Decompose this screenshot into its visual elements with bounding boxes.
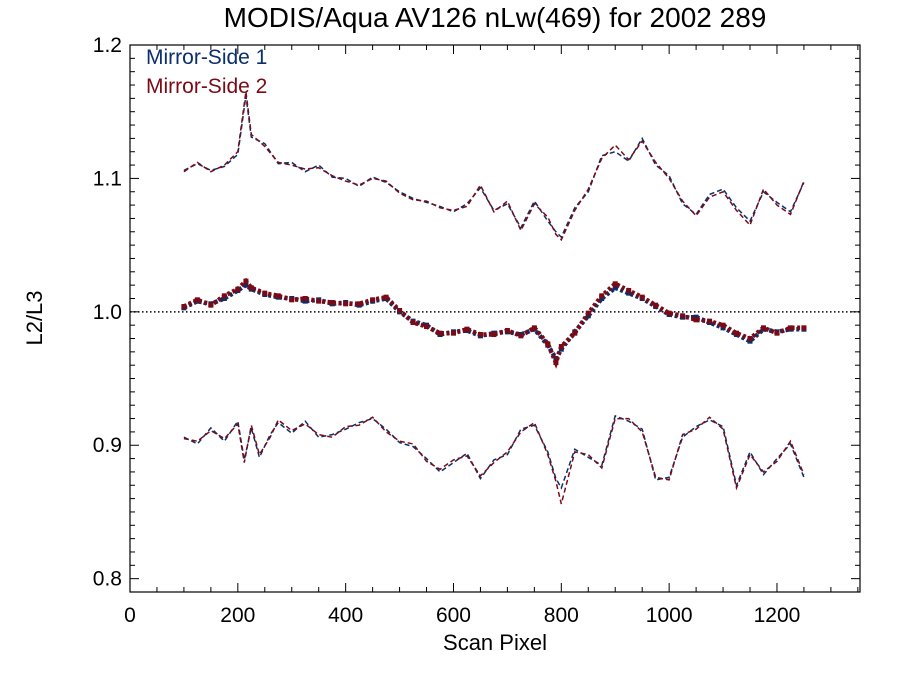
data-point-mirror-side-2 bbox=[774, 330, 780, 336]
data-point-mirror-side-2 bbox=[208, 302, 214, 308]
lower-envelope-mirror-side-2 bbox=[183, 416, 805, 505]
data-point-mirror-side-2 bbox=[464, 326, 470, 332]
y-tick-label: 0.8 bbox=[93, 568, 122, 591]
data-point-mirror-side-2 bbox=[289, 297, 295, 303]
data-point-mirror-side-2 bbox=[329, 299, 335, 305]
data-point-mirror-side-2 bbox=[504, 328, 510, 334]
data-point-mirror-side-2 bbox=[343, 301, 349, 307]
data-point-mirror-side-2 bbox=[787, 325, 793, 331]
data-point-mirror-side-2 bbox=[545, 341, 551, 347]
data-point-mirror-side-2 bbox=[639, 294, 645, 300]
x-tick-label: 1200 bbox=[754, 604, 801, 627]
chart-title: MODIS/Aqua AV126 nLw(469) for 2002 289 bbox=[223, 2, 767, 33]
data-point-mirror-side-1 bbox=[243, 282, 249, 288]
plot-frame bbox=[129, 44, 861, 593]
data-point-mirror-side-2 bbox=[491, 332, 497, 338]
data-point-mirror-side-2 bbox=[585, 310, 591, 316]
data-point-mirror-side-2 bbox=[410, 320, 416, 326]
data-point-mirror-side-2 bbox=[262, 290, 268, 296]
data-point-mirror-side-2 bbox=[194, 297, 200, 303]
lower-envelope-mirror-side-1 bbox=[183, 414, 805, 490]
x-tick-label: 1000 bbox=[646, 604, 693, 627]
y-tick-label: 1.2 bbox=[93, 34, 122, 57]
data-point-mirror-side-2 bbox=[747, 336, 753, 342]
data-point-mirror-side-1 bbox=[626, 290, 632, 296]
y-tick-label: 0.9 bbox=[93, 434, 122, 457]
data-point-mirror-side-2 bbox=[356, 301, 362, 307]
data-point-mirror-side-2 bbox=[558, 344, 564, 350]
data-point-mirror-side-1 bbox=[612, 285, 618, 291]
data-point-mirror-side-2 bbox=[316, 298, 322, 304]
data-point-mirror-side-2 bbox=[424, 324, 430, 330]
data-point-mirror-side-2 bbox=[531, 325, 537, 331]
x-tick-label: 200 bbox=[220, 604, 255, 627]
data-point-mirror-side-1 bbox=[302, 298, 308, 304]
x-tick-label: 600 bbox=[436, 604, 471, 627]
data-point-mirror-side-2 bbox=[221, 293, 227, 299]
data-point-mirror-side-1 bbox=[599, 295, 605, 301]
y-tick-label: 1.1 bbox=[93, 167, 122, 190]
data-point-mirror-side-2 bbox=[612, 281, 618, 287]
legend-entry-mirror-side-2: Mirror-Side 2 bbox=[146, 75, 268, 98]
data-point-mirror-side-2 bbox=[599, 293, 605, 299]
x-tick-label: 400 bbox=[328, 604, 363, 627]
data-point-mirror-side-1 bbox=[693, 314, 699, 320]
data-point-mirror-side-1 bbox=[720, 325, 726, 331]
data-point-mirror-side-2 bbox=[383, 294, 389, 300]
data-point-mirror-side-2 bbox=[707, 318, 713, 324]
legend-entry-mirror-side-1: Mirror-Side 1 bbox=[146, 46, 268, 69]
data-point-mirror-side-2 bbox=[680, 313, 686, 319]
data-point-mirror-side-2 bbox=[275, 293, 281, 299]
x-axis-label: Scan Pixel bbox=[443, 630, 547, 655]
data-point-mirror-side-2 bbox=[397, 307, 403, 313]
data-point-mirror-side-2 bbox=[720, 322, 726, 328]
data-point-mirror-side-2 bbox=[760, 325, 766, 331]
data-point-mirror-side-2 bbox=[302, 295, 308, 301]
data-point-mirror-side-2 bbox=[477, 332, 483, 338]
data-point-mirror-side-2 bbox=[626, 287, 632, 293]
data-point-mirror-side-2 bbox=[734, 330, 740, 336]
data-point-mirror-side-1 bbox=[585, 313, 591, 319]
upper-envelope-mirror-side-2 bbox=[183, 91, 805, 242]
data-point-mirror-side-2 bbox=[693, 317, 699, 323]
data-point-mirror-side-2 bbox=[370, 297, 376, 303]
data-point-mirror-side-2 bbox=[653, 302, 659, 308]
data-point-mirror-side-2 bbox=[181, 303, 187, 309]
data-point-mirror-side-2 bbox=[235, 286, 241, 292]
data-point-mirror-side-2 bbox=[248, 285, 254, 291]
data-point-mirror-side-2 bbox=[437, 330, 443, 336]
y-axis-label: L2/L3 bbox=[22, 290, 47, 346]
data-point-mirror-side-2 bbox=[518, 333, 524, 339]
x-tick-label: 0 bbox=[124, 604, 136, 627]
x-tick-label: 800 bbox=[544, 604, 579, 627]
data-point-mirror-side-2 bbox=[450, 330, 456, 336]
data-point-mirror-side-1 bbox=[747, 338, 753, 344]
upper-envelope-mirror-side-1 bbox=[183, 95, 805, 239]
y-tick-label: 1.0 bbox=[93, 301, 122, 324]
data-point-mirror-side-2 bbox=[243, 278, 249, 284]
data-point-mirror-side-2 bbox=[666, 310, 672, 316]
data-point-mirror-side-2 bbox=[572, 330, 578, 336]
data-point-mirror-side-2 bbox=[801, 325, 807, 331]
data-point-mirror-side-2 bbox=[553, 360, 559, 366]
